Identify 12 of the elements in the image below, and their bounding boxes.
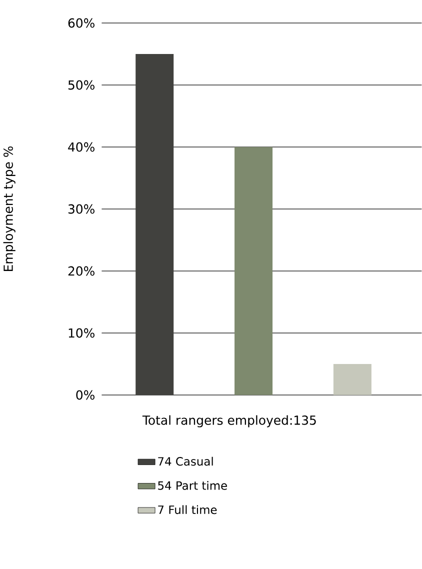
x-axis-title: Total rangers employed:135 (142, 415, 316, 428)
y-tick-label: 0% (76, 390, 94, 400)
y-tick-label: 10% (68, 328, 94, 338)
y-axis-title: Employment type % (3, 146, 16, 272)
legend-label: 54 Part time (158, 481, 227, 490)
y-tick-label: 30% (68, 204, 94, 214)
legend-label: 7 Full time (158, 505, 217, 514)
legend-label: 74 Casual (158, 456, 213, 466)
y-tick-label: 20% (68, 266, 94, 276)
y-tick-label: 60% (68, 18, 94, 28)
y-tick-label: 40% (68, 142, 94, 152)
y-tick-label: 50% (68, 80, 94, 90)
